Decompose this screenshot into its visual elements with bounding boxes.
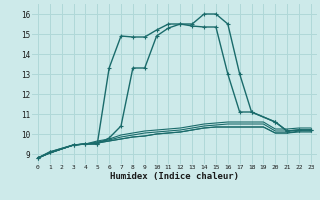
X-axis label: Humidex (Indice chaleur): Humidex (Indice chaleur): [110, 172, 239, 181]
